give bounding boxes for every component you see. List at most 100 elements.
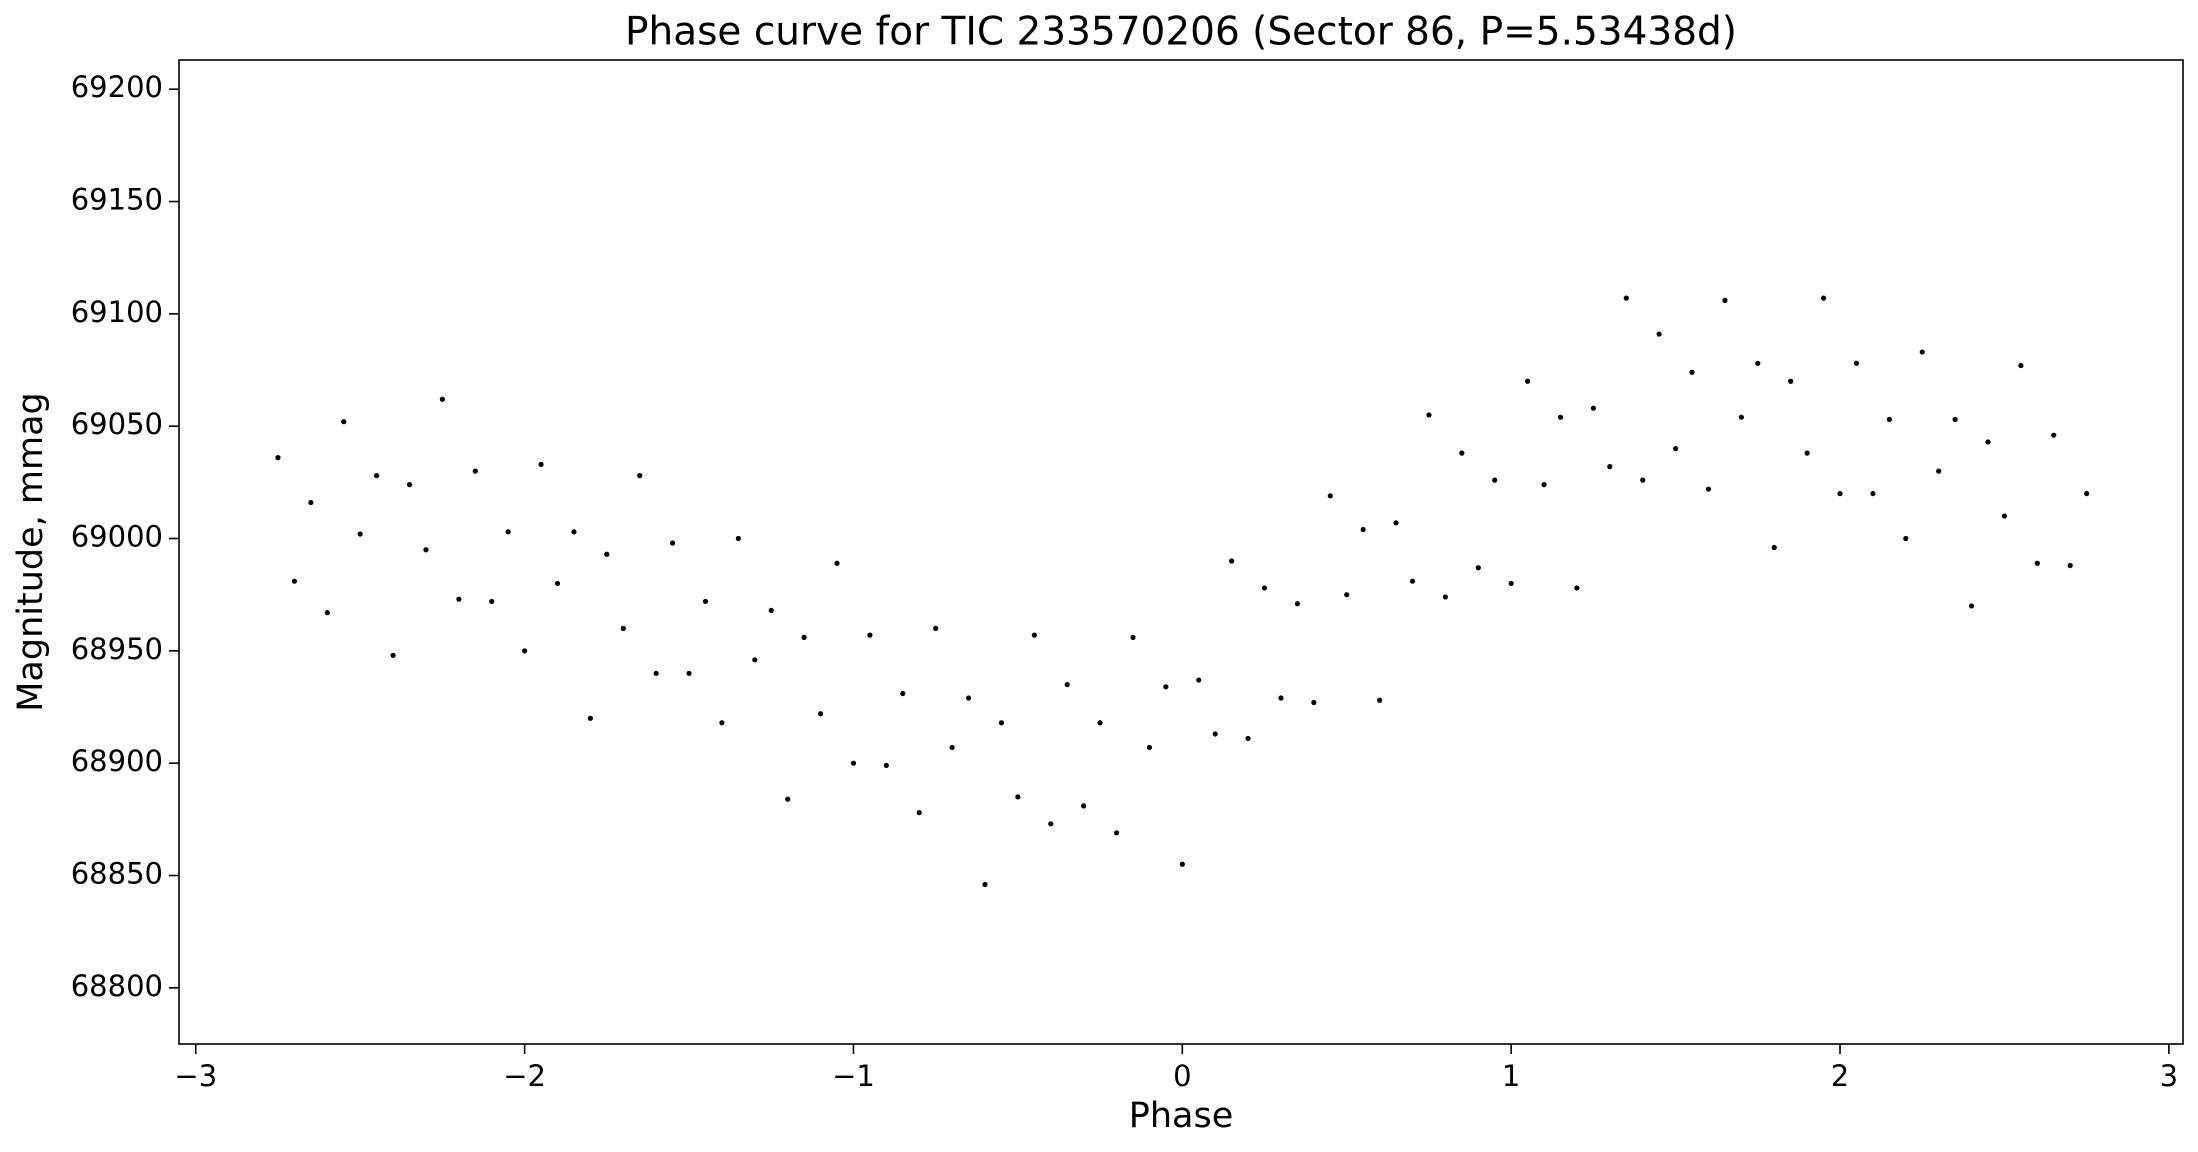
point (998, 720, 1005, 726)
x-tick-label: −2 (503, 1059, 546, 1093)
point (439, 396, 446, 402)
point (982, 881, 988, 888)
point (1475, 565, 1481, 571)
y-tick-label: 69150 (71, 183, 163, 217)
point (1656, 331, 1662, 337)
point (1557, 414, 1564, 420)
point (472, 468, 478, 474)
y-tick-label: 69100 (71, 295, 163, 329)
point (505, 529, 511, 535)
x-tick-label: 0 (1173, 1059, 1191, 1093)
y-axis-label: Magnitude, mmag (11, 392, 51, 712)
point (1640, 477, 1646, 483)
point (1081, 803, 1087, 809)
point (1886, 416, 1892, 423)
point (2084, 490, 2090, 497)
point (275, 455, 281, 461)
y-tick-label: 68950 (71, 632, 163, 666)
point (1968, 603, 1975, 609)
point (1820, 295, 1827, 301)
point (1377, 697, 1383, 703)
point (1278, 695, 1284, 701)
point (1113, 830, 1120, 836)
point (686, 670, 692, 676)
point (735, 535, 741, 542)
point (637, 473, 643, 479)
point (357, 531, 363, 537)
point (2067, 562, 2073, 569)
point (1015, 794, 1021, 800)
point (916, 810, 922, 816)
point (1409, 578, 1416, 584)
point (1179, 861, 1185, 867)
chart-title: Phase curve for TIC 233570206 (Sector 86… (625, 10, 1737, 55)
point (571, 529, 577, 535)
point (900, 690, 906, 697)
point (1985, 439, 1991, 445)
point (850, 760, 857, 766)
point (620, 625, 626, 631)
y-tick-label: 69200 (71, 70, 163, 104)
y-tick-label: 68850 (71, 857, 163, 891)
point (390, 652, 396, 658)
point (456, 596, 462, 602)
point (949, 744, 955, 751)
point (1804, 450, 1810, 456)
point (1672, 446, 1679, 452)
y-tick-label: 68900 (71, 744, 163, 778)
point (2051, 432, 2057, 438)
x-tick-label: 3 (2160, 1059, 2178, 1093)
point (1146, 744, 1153, 751)
point (1097, 720, 1103, 726)
point (817, 711, 824, 717)
point (1459, 450, 1465, 456)
point (1492, 477, 1498, 483)
point (604, 551, 610, 557)
point (1064, 681, 1070, 688)
point (554, 580, 561, 587)
point (1771, 544, 1777, 551)
point (1196, 677, 1202, 683)
point (867, 632, 873, 638)
point (2001, 513, 2008, 519)
point (308, 499, 314, 506)
point (1426, 412, 1432, 418)
point (1261, 585, 1268, 591)
point (768, 607, 774, 614)
point (1294, 601, 1301, 607)
point (1738, 414, 1744, 420)
point (1245, 735, 1251, 742)
point (1952, 416, 1958, 423)
point (2034, 560, 2040, 566)
point (1360, 526, 1366, 533)
point (702, 598, 709, 605)
point (341, 419, 347, 425)
point (1327, 493, 1333, 499)
point (1311, 699, 1317, 706)
point (1590, 405, 1596, 411)
point (1031, 632, 1037, 638)
y-tick-label: 68800 (71, 969, 163, 1003)
point (406, 482, 413, 488)
point (1870, 490, 1876, 497)
point (933, 625, 939, 631)
point (1508, 580, 1514, 587)
point (1442, 594, 1448, 600)
point (752, 657, 758, 663)
point (965, 695, 972, 701)
point (1837, 490, 1843, 497)
point (291, 578, 298, 584)
point (1853, 360, 1860, 366)
point (538, 461, 544, 467)
x-tick-label: 2 (1831, 1059, 1849, 1093)
point (1393, 520, 1399, 526)
point (324, 610, 330, 616)
point (1607, 464, 1613, 470)
point (522, 648, 528, 654)
x-tick-label: −3 (174, 1059, 217, 1093)
point (374, 473, 380, 479)
point (883, 762, 889, 769)
point (587, 715, 593, 721)
point (1689, 369, 1695, 375)
